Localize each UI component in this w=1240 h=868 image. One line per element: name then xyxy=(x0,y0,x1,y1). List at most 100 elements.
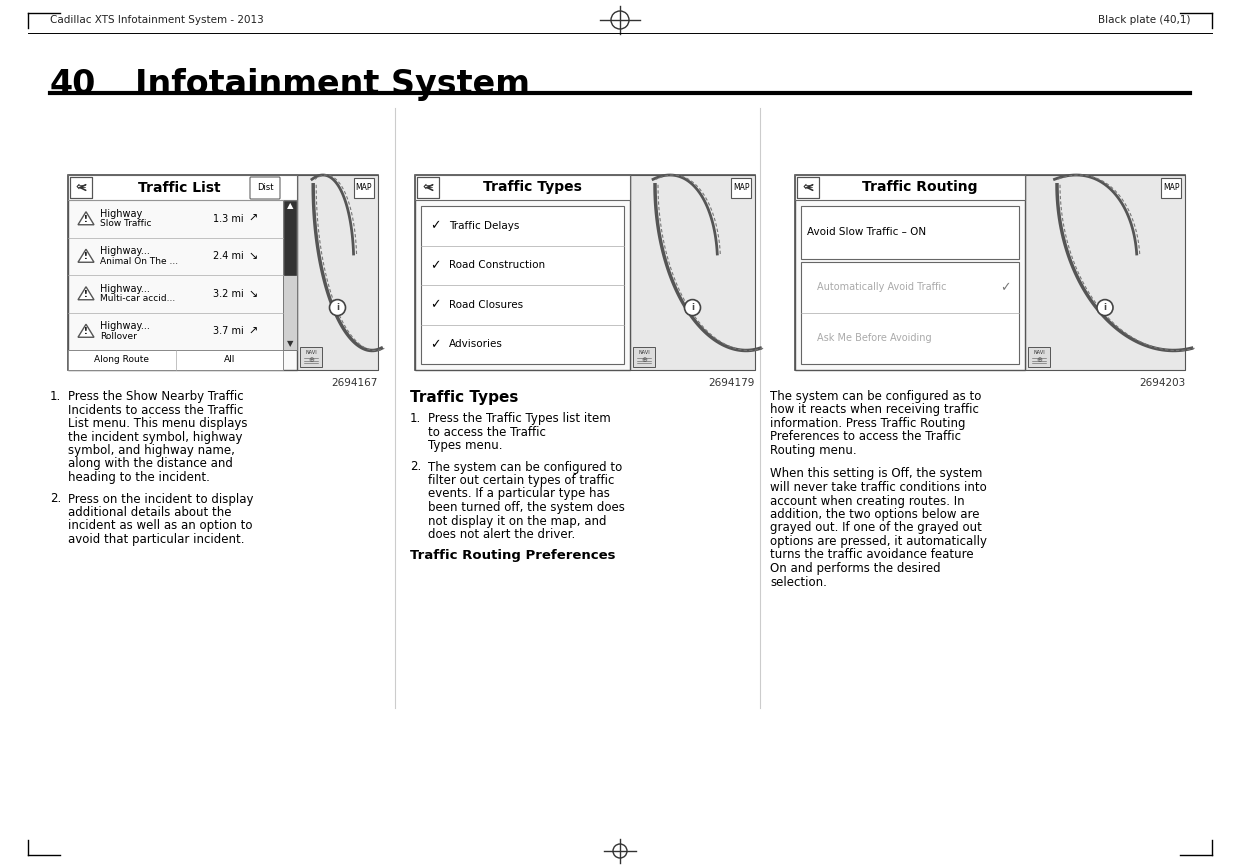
Text: ✓: ✓ xyxy=(430,220,440,233)
Text: Automatically Avoid Traffic: Automatically Avoid Traffic xyxy=(817,282,946,293)
Text: been turned off, the system does: been turned off, the system does xyxy=(428,501,625,514)
Text: 3.7 mi: 3.7 mi xyxy=(212,326,243,336)
Text: turns the traffic avoidance feature: turns the traffic avoidance feature xyxy=(770,549,973,562)
Text: additional details about the: additional details about the xyxy=(68,506,232,519)
Text: information. Press Traffic Routing: information. Press Traffic Routing xyxy=(770,417,966,430)
Text: ⇐: ⇐ xyxy=(423,181,433,194)
Text: ⇐: ⇐ xyxy=(76,181,87,194)
Text: MAP: MAP xyxy=(1163,183,1179,192)
Text: not display it on the map, and: not display it on the map, and xyxy=(428,515,606,528)
FancyBboxPatch shape xyxy=(632,347,655,367)
Text: i: i xyxy=(691,303,694,312)
Text: Rollover: Rollover xyxy=(100,332,136,341)
Text: Traffic Routing Preferences: Traffic Routing Preferences xyxy=(410,549,615,562)
Text: ↘: ↘ xyxy=(248,251,258,261)
Polygon shape xyxy=(78,249,94,262)
Text: Along Route: Along Route xyxy=(94,356,149,365)
FancyBboxPatch shape xyxy=(795,175,1025,200)
Text: Routing menu.: Routing menu. xyxy=(770,444,857,457)
Text: events. If a particular type has: events. If a particular type has xyxy=(428,488,610,501)
Text: Advisories: Advisories xyxy=(449,339,503,349)
Text: NAVI: NAVI xyxy=(305,351,317,356)
Text: NAVI: NAVI xyxy=(1033,351,1045,356)
Circle shape xyxy=(1097,299,1114,316)
Text: Traffic List: Traffic List xyxy=(139,181,221,194)
Text: Cadillac XTS Infotainment System - 2013: Cadillac XTS Infotainment System - 2013 xyxy=(50,15,264,25)
Text: does not alert the driver.: does not alert the driver. xyxy=(428,528,575,541)
Text: !: ! xyxy=(84,290,88,299)
Text: incident as well as an option to: incident as well as an option to xyxy=(68,520,253,532)
Text: Road Closures: Road Closures xyxy=(449,299,523,310)
Text: ↗: ↗ xyxy=(248,214,258,224)
Text: Preferences to access the Traffic: Preferences to access the Traffic xyxy=(770,431,961,444)
Text: MAP: MAP xyxy=(356,183,372,192)
Text: along with the distance and: along with the distance and xyxy=(68,457,233,470)
Text: Traffic Types: Traffic Types xyxy=(484,181,582,194)
Text: !: ! xyxy=(84,253,88,261)
Text: Animal On The ...: Animal On The ... xyxy=(100,257,179,266)
Text: selection.: selection. xyxy=(770,575,827,589)
Circle shape xyxy=(330,299,346,316)
Text: 2694179: 2694179 xyxy=(708,378,755,388)
Text: !: ! xyxy=(84,327,88,336)
Text: 40: 40 xyxy=(50,68,97,101)
Text: Press the Traffic Types list item: Press the Traffic Types list item xyxy=(428,412,611,425)
Text: ⊕: ⊕ xyxy=(1037,357,1042,363)
FancyBboxPatch shape xyxy=(68,175,298,370)
Text: ⇐: ⇐ xyxy=(802,181,813,194)
Text: Avoid Slow Traffic – ON: Avoid Slow Traffic – ON xyxy=(807,227,926,237)
Text: symbol, and highway name,: symbol, and highway name, xyxy=(68,444,234,457)
Text: grayed out. If one of the grayed out: grayed out. If one of the grayed out xyxy=(770,522,982,535)
Text: filter out certain types of traffic: filter out certain types of traffic xyxy=(428,474,614,487)
FancyBboxPatch shape xyxy=(68,350,283,370)
Text: Highway...: Highway... xyxy=(100,321,150,332)
Text: ✓: ✓ xyxy=(430,338,440,351)
Text: Press on the incident to display: Press on the incident to display xyxy=(68,492,253,505)
Text: avoid that particular incident.: avoid that particular incident. xyxy=(68,533,244,546)
FancyBboxPatch shape xyxy=(422,206,624,364)
FancyBboxPatch shape xyxy=(69,177,92,198)
FancyBboxPatch shape xyxy=(795,175,1025,370)
Text: Press the Show Nearby Traffic: Press the Show Nearby Traffic xyxy=(68,390,243,403)
FancyBboxPatch shape xyxy=(298,175,378,370)
Text: ⊕: ⊕ xyxy=(641,357,647,363)
Polygon shape xyxy=(78,212,94,225)
FancyBboxPatch shape xyxy=(300,347,322,367)
Text: addition, the two options below are: addition, the two options below are xyxy=(770,508,980,521)
Text: heading to the incident.: heading to the incident. xyxy=(68,471,210,484)
Text: List menu. This menu displays: List menu. This menu displays xyxy=(68,417,248,430)
FancyBboxPatch shape xyxy=(417,177,439,198)
Text: Traffic Delays: Traffic Delays xyxy=(449,220,520,231)
Text: i: i xyxy=(1104,303,1106,312)
Text: The system can be configured to: The system can be configured to xyxy=(428,461,622,474)
Text: ▼: ▼ xyxy=(286,339,293,348)
Text: Infotainment System: Infotainment System xyxy=(135,68,529,101)
Text: ✓: ✓ xyxy=(430,299,440,312)
Text: 2694203: 2694203 xyxy=(1138,378,1185,388)
Text: 2.: 2. xyxy=(410,461,422,474)
FancyBboxPatch shape xyxy=(68,175,298,200)
FancyBboxPatch shape xyxy=(1025,175,1185,370)
Text: Dist: Dist xyxy=(257,183,273,192)
FancyBboxPatch shape xyxy=(801,261,1019,364)
Text: ▲: ▲ xyxy=(286,201,293,210)
FancyBboxPatch shape xyxy=(284,201,296,274)
Text: Slow Traffic: Slow Traffic xyxy=(100,220,151,228)
FancyBboxPatch shape xyxy=(795,175,1185,370)
Polygon shape xyxy=(78,286,94,299)
Text: Highway...: Highway... xyxy=(100,247,150,256)
FancyBboxPatch shape xyxy=(797,177,818,198)
Text: Types menu.: Types menu. xyxy=(428,439,502,452)
Circle shape xyxy=(684,299,701,316)
Text: 1.: 1. xyxy=(410,412,422,425)
FancyBboxPatch shape xyxy=(283,200,298,350)
FancyBboxPatch shape xyxy=(801,206,1019,259)
Text: how it reacts when receiving traffic: how it reacts when receiving traffic xyxy=(770,404,978,417)
Text: MAP: MAP xyxy=(733,183,749,192)
Polygon shape xyxy=(78,325,94,338)
Text: Multi-car accid...: Multi-car accid... xyxy=(100,294,175,303)
FancyBboxPatch shape xyxy=(1161,178,1180,198)
FancyBboxPatch shape xyxy=(353,178,374,198)
Text: ↘: ↘ xyxy=(248,289,258,299)
FancyBboxPatch shape xyxy=(415,175,755,370)
